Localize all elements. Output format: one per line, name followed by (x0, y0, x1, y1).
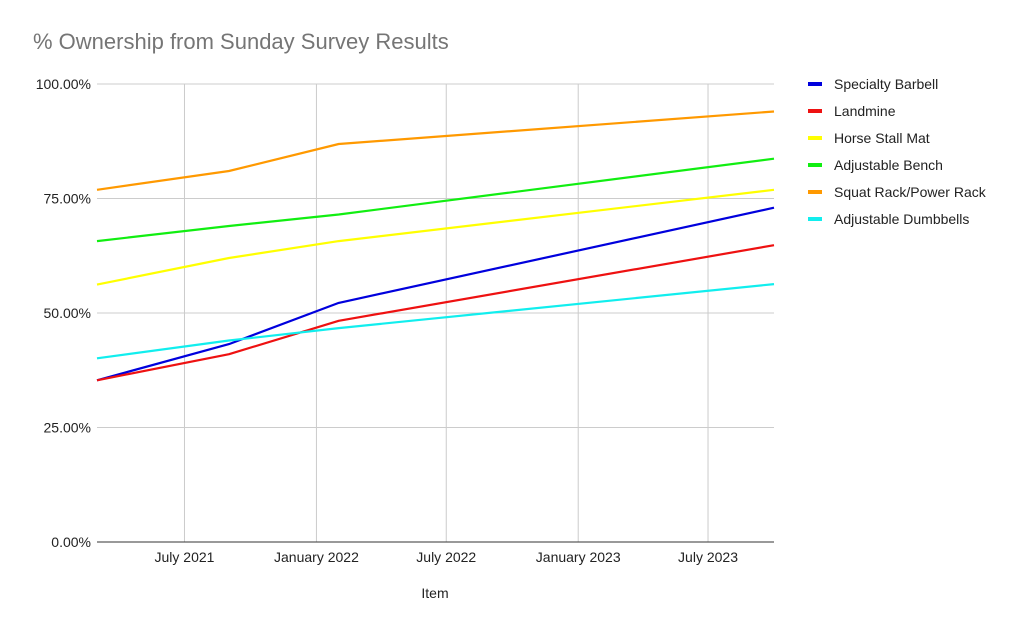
series-line-4 (96, 110, 775, 191)
grid (97, 83, 774, 542)
series-line-3 (96, 157, 775, 243)
x-tick-label: July 2023 (678, 549, 738, 565)
series-line-0 (96, 206, 775, 382)
series-lines (96, 110, 775, 382)
x-tick-label: January 2023 (536, 549, 621, 565)
chart-title: % Ownership from Sunday Survey Results (33, 29, 449, 54)
series-line-2 (96, 188, 775, 286)
legend-label: Landmine (834, 103, 896, 119)
legend-label: Squat Rack/Power Rack (834, 184, 987, 200)
x-tick-label: July 2021 (155, 549, 215, 565)
x-tick-label: July 2022 (416, 549, 476, 565)
y-tick-label: 0.00% (51, 534, 91, 550)
x-axis-title: Item (421, 585, 448, 601)
series-line-1 (96, 244, 775, 382)
legend-label: Adjustable Bench (834, 157, 943, 173)
x-tick-label: January 2022 (274, 549, 359, 565)
axes: 0.00% 25.00% 50.00% 75.00% 100.00% July 2021 J… (36, 76, 774, 565)
legend-label: Specialty Barbell (834, 76, 938, 92)
y-tick-label: 25.00% (44, 420, 91, 436)
y-tick-label: 100.00% (36, 76, 91, 92)
series-line-5 (96, 283, 775, 360)
legend-label: Adjustable Dumbbells (834, 211, 969, 227)
y-tick-label: 75.00% (44, 191, 91, 207)
legend-label: Horse Stall Mat (834, 130, 930, 146)
legend: Specialty Barbell Landmine Horse Stall Mat… (808, 76, 987, 227)
y-tick-label: 50.00% (44, 305, 91, 321)
